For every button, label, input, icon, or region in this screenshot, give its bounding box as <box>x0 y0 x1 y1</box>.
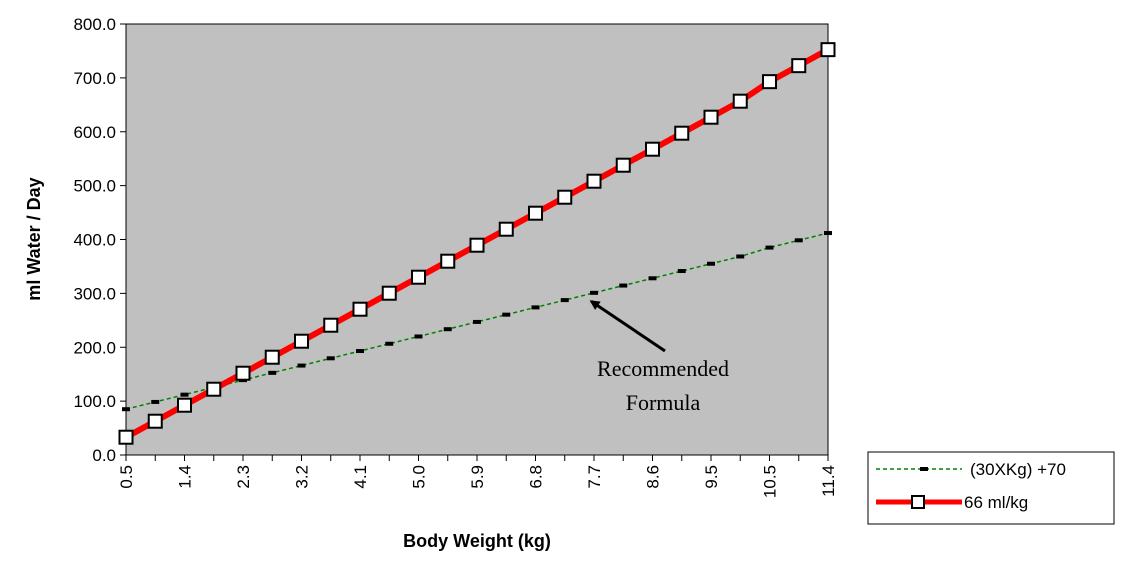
x-tick-label: 11.4 <box>819 465 838 497</box>
data-point-66mlkg <box>177 397 192 413</box>
x-tick-label: 8.6 <box>644 465 663 489</box>
data-point-formula <box>824 231 832 236</box>
data-point-formula <box>414 334 423 339</box>
legend-item-formula: (30XKg) +70 <box>876 460 1066 479</box>
data-point-formula <box>560 298 569 303</box>
x-tick-label: 7.7 <box>585 465 604 489</box>
data-point-formula <box>765 245 774 250</box>
y-axis-title: ml Water / Day <box>24 177 44 300</box>
legend: (30XKg) +70 66 ml/kg <box>867 451 1115 525</box>
data-point-66mlkg <box>294 333 309 349</box>
data-point-66mlkg <box>381 285 397 301</box>
data-point-formula <box>531 305 540 310</box>
data-point-formula <box>122 407 130 412</box>
data-point-formula <box>443 327 452 332</box>
data-point-66mlkg <box>323 317 339 333</box>
data-point-66mlkg <box>528 205 543 221</box>
data-point-formula <box>794 238 803 243</box>
data-point-66mlkg <box>411 269 426 285</box>
data-point-66mlkg <box>206 381 222 397</box>
legend-label-formula: (30XKg) +70 <box>970 460 1066 479</box>
data-point-66mlkg <box>440 253 456 269</box>
y-tick-label: 0.0 <box>92 446 116 465</box>
data-point-66mlkg <box>147 413 163 429</box>
x-tick-label: 5.0 <box>410 465 429 489</box>
x-tick-label: 5.9 <box>468 465 487 489</box>
data-point-formula <box>473 319 481 324</box>
x-tick-label: 2.3 <box>234 465 253 489</box>
legend-box <box>867 451 1115 525</box>
y-tick-label: 100.0 <box>73 392 116 411</box>
series-layer <box>118 42 836 445</box>
data-point-formula <box>736 254 745 259</box>
legend-marker-66mlkg <box>911 495 925 509</box>
series-66mlkg <box>118 42 836 445</box>
data-point-66mlkg <box>469 237 485 253</box>
data-point-66mlkg <box>732 93 748 109</box>
legend-marker-formula <box>920 467 928 471</box>
legend-item-66mlkg: 66 ml/kg <box>876 493 1028 512</box>
y-tick-label: 600.0 <box>73 123 116 142</box>
data-point-66mlkg <box>645 141 660 157</box>
y-tick-label: 700.0 <box>73 69 116 88</box>
data-point-formula <box>619 283 628 288</box>
data-point-formula <box>385 341 394 346</box>
data-point-formula <box>502 312 511 317</box>
y-tick-label: 300.0 <box>73 284 116 303</box>
data-point-formula <box>356 349 364 354</box>
data-point-66mlkg <box>118 429 134 445</box>
x-tick-label: 9.5 <box>702 465 721 489</box>
y-tick-label: 400.0 <box>73 231 116 250</box>
legend-items: (30XKg) +70 66 ml/kg <box>876 460 1066 512</box>
x-axis-title: Body Weight (kg) <box>403 531 551 551</box>
data-point-66mlkg <box>352 301 368 317</box>
data-point-66mlkg <box>791 58 807 74</box>
annotation-arrow <box>589 300 666 353</box>
data-point-formula <box>707 261 715 266</box>
x-tick-label: 6.8 <box>527 465 546 489</box>
annotation-layer: Recommended Formula <box>589 300 729 415</box>
x-tick-label: 0.5 <box>117 465 136 489</box>
data-point-66mlkg <box>615 157 631 173</box>
data-point-66mlkg <box>820 42 836 58</box>
x-axis: 0.5 1.4 2.3 3.2 4.1 5.0 5.9 6.8 7.7 8.6 9.5 10.5 11.… <box>117 454 838 498</box>
annotation-text: Formula <box>626 390 701 415</box>
y-axis: 0.0 100.0 200.0 300.0 400.0 500.0 600.0 700.0 80… <box>73 15 127 465</box>
legend-label-66mlkg: 66 ml/kg <box>964 493 1028 512</box>
data-point-formula <box>297 363 306 368</box>
y-tick-label: 500.0 <box>73 177 116 196</box>
data-point-formula <box>151 399 160 404</box>
x-tick-label: 4.1 <box>351 465 370 489</box>
data-point-66mlkg <box>762 74 777 90</box>
data-point-66mlkg <box>586 173 602 189</box>
x-tick-label: 10.5 <box>761 465 780 498</box>
data-point-formula <box>268 370 277 375</box>
data-point-formula <box>677 269 686 274</box>
data-point-66mlkg <box>703 109 719 125</box>
data-point-formula <box>326 356 335 361</box>
data-point-66mlkg <box>264 349 280 365</box>
data-point-formula <box>648 276 657 281</box>
data-point-66mlkg <box>235 365 251 381</box>
annotation-text: Recommended <box>597 356 729 381</box>
data-point-66mlkg <box>674 125 690 141</box>
x-tick-label: 1.4 <box>176 465 195 489</box>
data-point-66mlkg <box>498 221 514 237</box>
y-tick-label: 200.0 <box>73 338 116 357</box>
y-tick-label: 800.0 <box>73 15 116 34</box>
x-tick-label: 3.2 <box>293 465 312 489</box>
data-point-formula <box>180 392 189 397</box>
data-point-formula <box>590 290 598 295</box>
data-point-66mlkg <box>557 189 573 205</box>
